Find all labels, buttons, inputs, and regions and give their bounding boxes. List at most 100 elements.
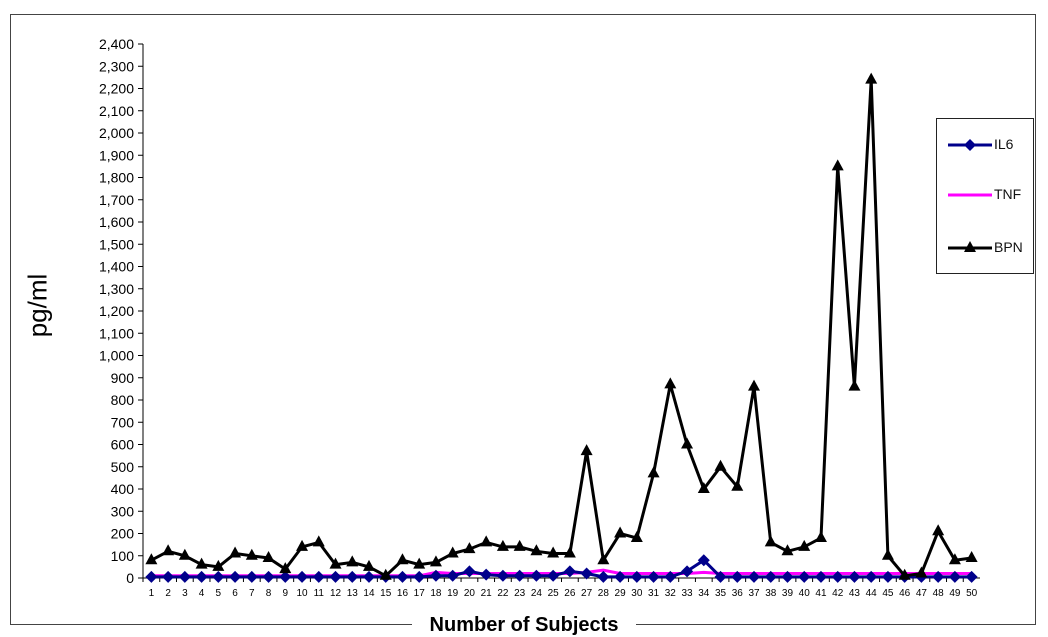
y-tick-label: 0 — [126, 570, 134, 586]
y-tick-label: 700 — [111, 414, 135, 430]
y-tick-label: 500 — [111, 459, 135, 475]
data-point — [413, 570, 426, 583]
data-point — [162, 570, 175, 583]
data-point — [346, 570, 359, 583]
data-point — [614, 570, 627, 583]
data-point — [362, 570, 375, 583]
data-point — [547, 546, 560, 558]
legend-label: TNF — [994, 186, 1022, 202]
data-point — [463, 542, 476, 554]
data-point — [262, 550, 275, 562]
legend-label: IL6 — [994, 136, 1014, 152]
x-tick-label: 31 — [648, 588, 660, 599]
x-tick-label: 34 — [698, 588, 710, 599]
data-point — [362, 559, 375, 571]
legend: IL6 TNF BPN — [936, 118, 1034, 274]
data-point — [178, 548, 191, 560]
x-tick-label: 10 — [296, 588, 308, 599]
data-point — [948, 570, 961, 583]
y-tick-label: 600 — [111, 437, 135, 453]
data-point — [781, 570, 794, 583]
y-tick-label: 400 — [111, 481, 135, 497]
data-point — [647, 466, 660, 478]
x-tick-label: 42 — [832, 588, 844, 599]
x-tick-label: 33 — [681, 588, 693, 599]
x-tick-label: 9 — [283, 588, 289, 599]
x-tick-label: 25 — [548, 588, 560, 599]
y-tick-label: 1,100 — [99, 325, 134, 341]
data-point — [463, 565, 476, 578]
x-tick-label: 13 — [347, 588, 359, 599]
data-point — [296, 539, 309, 551]
x-tick-label: 27 — [581, 588, 593, 599]
x-tick-label: 20 — [464, 588, 476, 599]
data-point — [480, 535, 493, 547]
x-tick-label: 39 — [782, 588, 794, 599]
data-point — [580, 567, 593, 580]
series-bpn — [145, 72, 978, 580]
data-point — [446, 569, 459, 582]
series-line-bpn — [150, 79, 972, 578]
x-tick-label: 47 — [916, 588, 928, 599]
data-point — [346, 555, 359, 567]
x-tick-label: 6 — [232, 588, 238, 599]
data-point — [932, 570, 945, 583]
y-tick-label: 900 — [111, 370, 135, 386]
x-tick-label: 22 — [497, 588, 509, 599]
x-tick-label: 46 — [899, 588, 911, 599]
data-point — [697, 482, 710, 493]
y-tick-label: 2,400 — [99, 36, 134, 52]
y-tick-label: 800 — [111, 392, 135, 408]
x-tick-label: 15 — [380, 588, 392, 599]
data-point — [379, 568, 392, 580]
data-point — [764, 570, 777, 583]
y-tick-label: 1,500 — [99, 236, 134, 252]
data-point — [396, 553, 409, 565]
x-tick-label: 30 — [631, 588, 643, 599]
data-point — [446, 546, 459, 558]
data-point — [630, 570, 643, 583]
data-point — [614, 526, 627, 538]
data-point — [664, 377, 677, 389]
data-point — [279, 570, 292, 583]
legend-item-bpn: BPN — [947, 238, 1031, 258]
x-tick-label: 44 — [866, 588, 878, 599]
data-point — [229, 546, 242, 558]
data-point — [178, 570, 191, 583]
x-tick-label: 37 — [748, 588, 760, 599]
data-point — [764, 535, 777, 547]
data-point — [329, 557, 342, 569]
x-tick-label: 1 — [149, 588, 155, 599]
y-tick-label: 300 — [111, 503, 135, 519]
y-tick-label: 1,800 — [99, 170, 134, 186]
data-point — [647, 570, 660, 583]
data-point — [145, 570, 158, 583]
data-point — [865, 570, 878, 583]
y-tick-label: 1,200 — [99, 303, 134, 319]
data-point — [915, 566, 928, 578]
x-tick-label: 5 — [216, 588, 222, 599]
y-axis: 0 100 200 300 400 500 600 700 800 900 1,000 1,100 1,… — [99, 36, 144, 586]
data-point — [798, 570, 811, 583]
x-tick-label: 40 — [799, 588, 811, 599]
y-tick-label: 1,400 — [99, 259, 134, 275]
data-point — [145, 553, 158, 565]
y-tick-label: 1,600 — [99, 214, 134, 230]
data-point — [630, 530, 643, 542]
data-point — [312, 535, 325, 547]
data-point — [898, 568, 911, 580]
data-point — [881, 548, 894, 560]
data-point — [731, 570, 744, 583]
x-tick-label: 17 — [414, 588, 426, 599]
legend-swatch — [948, 193, 992, 197]
legend-item-tnf: TNF — [947, 185, 1031, 205]
data-point — [396, 570, 409, 583]
data-point — [212, 570, 225, 583]
data-point — [245, 570, 258, 583]
x-tick-label: 16 — [397, 588, 409, 599]
data-point — [881, 570, 894, 583]
data-point — [329, 570, 342, 583]
data-point — [413, 557, 426, 569]
x-tick-label: 36 — [732, 588, 744, 599]
